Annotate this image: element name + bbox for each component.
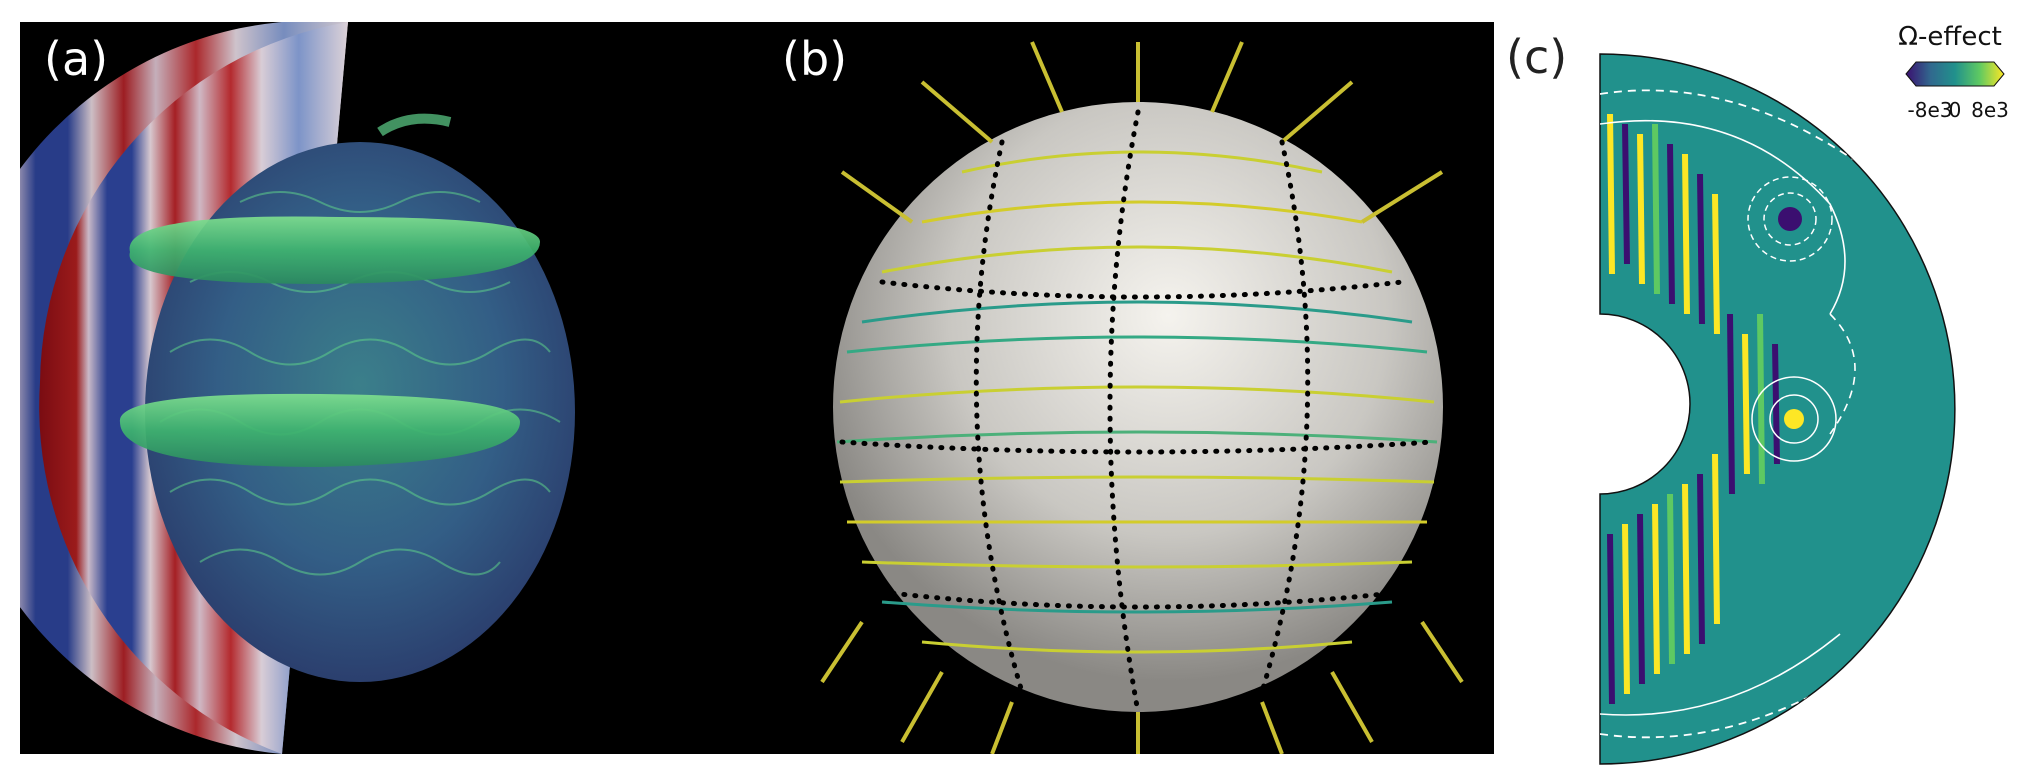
stellar-sphere (833, 102, 1443, 712)
panel-label-c: (c) (1506, 30, 1568, 84)
omega-effect-field (1600, 89, 1881, 739)
colorbar-title: Ω-effect (1898, 22, 2002, 52)
radial-field-lines (820, 41, 1464, 754)
panel-a-render (20, 22, 575, 754)
panel-label-b: (b) (782, 32, 848, 86)
panel-c-render (1599, 53, 2005, 765)
panel-label-a: (a) (44, 32, 109, 86)
coordinate-grid (839, 109, 1435, 715)
lower-toroidal-ring (119, 393, 520, 467)
panel-a: (a) (20, 22, 762, 754)
panel-b: (b) (762, 22, 1494, 754)
colorbar-tick-zero: 0 (1948, 98, 1962, 122)
panel-c: (c) Ω-effect -8e3 0 8e3 (1500, 14, 2034, 774)
toroidal-field-lines (836, 150, 1438, 654)
colorbar-tick-max: 8e3 (1971, 98, 2009, 122)
upper-toroidal-ring (129, 216, 540, 284)
panel-b-render (820, 41, 1464, 754)
colorbar (1905, 61, 2005, 87)
colorbar-tick-min: -8e3 (1907, 98, 1953, 122)
